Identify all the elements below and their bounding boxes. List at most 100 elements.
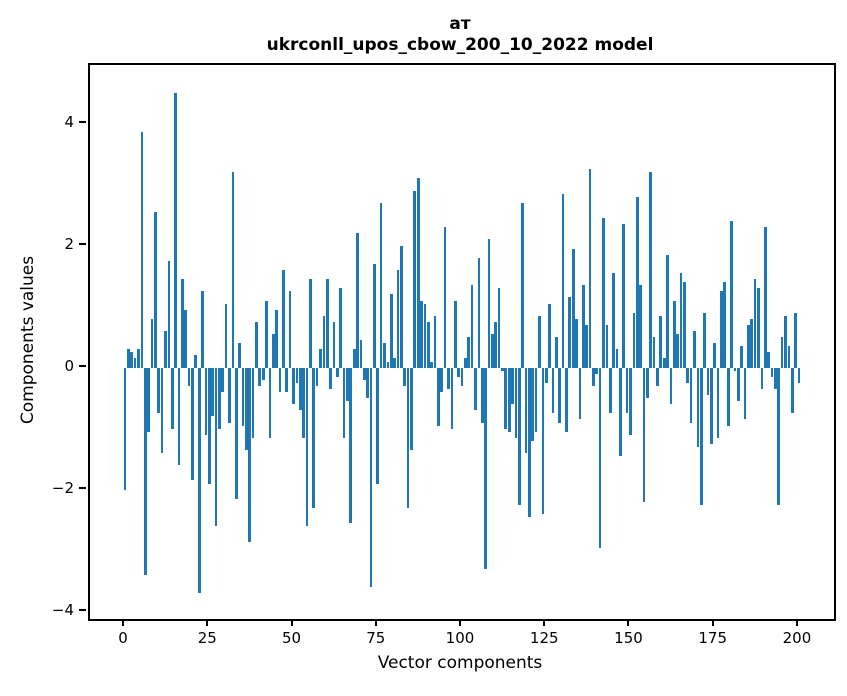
- bar-component-158: [656, 367, 659, 386]
- bar-component-10: [157, 367, 161, 414]
- y-tick-label--2: −2: [51, 478, 74, 497]
- bar-component-73: [369, 367, 373, 588]
- bar-component-170: [696, 367, 700, 447]
- bar-component-11: [160, 367, 164, 454]
- bar-component-109: [490, 334, 494, 368]
- bar-component-125: [544, 367, 548, 383]
- bar-component-148: [622, 224, 626, 368]
- bar-component-156: [649, 172, 653, 368]
- bar-component-56: [312, 367, 316, 508]
- y-tick-label-0: 0: [64, 356, 74, 375]
- bar-component-116: [514, 367, 518, 438]
- bar-component-68: [352, 349, 356, 368]
- chart-title: ат ukrconll_upos_cbow_200_10_2022 model: [88, 14, 832, 57]
- bar-component-183: [740, 346, 743, 368]
- bar-component-136: [581, 285, 585, 368]
- bar-component-187: [753, 279, 757, 368]
- bar-component-174: [710, 367, 713, 444]
- bar-component-38: [251, 367, 255, 438]
- bar-component-2: [130, 352, 134, 368]
- bar-component-95: [443, 227, 447, 368]
- bar-component-51: [295, 367, 299, 383]
- y-tick-label--4: −4: [51, 600, 74, 619]
- bar-component-146: [615, 349, 619, 368]
- bar-component-141: [598, 367, 602, 548]
- x-tick-label-200: 200: [782, 629, 812, 647]
- bar-component-46: [278, 367, 282, 393]
- bar-component-6: [143, 367, 147, 576]
- bar-component-105: [477, 257, 481, 368]
- bar-component-181: [733, 367, 737, 371]
- bar-component-83: [403, 367, 407, 386]
- bar-component-90: [426, 321, 430, 368]
- bar-component-150: [629, 367, 632, 435]
- bar-component-79: [389, 294, 393, 368]
- bar-component-35: [241, 367, 245, 426]
- bar-component-171: [699, 367, 703, 505]
- bar-component-32: [231, 172, 235, 368]
- bar-component-162: [669, 367, 673, 405]
- bar-component-140: [595, 367, 599, 374]
- bar-component-50: [292, 367, 295, 405]
- bar-component-166: [683, 282, 686, 368]
- bar-component-34: [238, 343, 241, 368]
- bar-component-0: [123, 367, 127, 490]
- bar-component-18: [184, 309, 188, 368]
- bar-component-31: [228, 367, 231, 423]
- bar-component-112: [501, 367, 504, 371]
- bar-component-185: [747, 324, 750, 368]
- bar-component-44: [271, 334, 275, 368]
- bar-component-62: [332, 321, 336, 368]
- bar-component-29: [221, 367, 225, 393]
- bar-component-78: [386, 361, 390, 368]
- bar-component-111: [497, 288, 501, 368]
- bar-component-172: [703, 312, 706, 368]
- bar-component-131: [565, 367, 568, 432]
- y-tick-label-4: 4: [64, 112, 74, 131]
- bar-component-20: [191, 367, 194, 481]
- bar-component-191: [767, 352, 770, 368]
- bar-component-24: [204, 367, 208, 435]
- bar-component-151: [632, 312, 636, 368]
- bar-component-164: [676, 334, 679, 368]
- y-tick-mark-0: [79, 364, 86, 367]
- bar-component-188: [757, 288, 760, 368]
- bar-component-135: [578, 367, 582, 420]
- bar-component-163: [672, 300, 676, 368]
- bar-component-99: [457, 367, 460, 377]
- x-tick-mark-200: [795, 619, 798, 626]
- bar-component-115: [511, 367, 514, 405]
- bar-component-92: [433, 315, 437, 368]
- bar-component-186: [750, 318, 754, 368]
- bar-component-103: [470, 285, 474, 368]
- bar-component-149: [625, 367, 629, 414]
- bar-component-47: [282, 270, 285, 368]
- bar-component-113: [504, 367, 508, 429]
- chart-title-line1: ат: [449, 14, 471, 34]
- x-tick-label-125: 125: [529, 629, 559, 647]
- x-tick-mark-25: [206, 619, 209, 626]
- bar-component-39: [255, 321, 258, 368]
- bar-component-144: [608, 367, 612, 414]
- bar-component-74: [373, 263, 376, 368]
- bar-component-54: [305, 367, 309, 527]
- bar-component-30: [224, 303, 228, 368]
- bar-component-152: [635, 196, 639, 368]
- bar-component-82: [400, 245, 403, 368]
- bar-component-197: [787, 346, 791, 368]
- bar-component-72: [366, 367, 369, 399]
- bar-component-165: [679, 273, 683, 368]
- bar-component-159: [659, 315, 663, 368]
- bar-component-145: [612, 273, 615, 368]
- bar-component-1: [127, 349, 130, 368]
- bar-component-168: [689, 367, 693, 423]
- bar-component-154: [642, 367, 646, 502]
- bar-component-120: [528, 367, 531, 518]
- bar-component-80: [393, 358, 396, 368]
- bar-component-52: [298, 367, 302, 411]
- y-tick-mark-4: [79, 120, 86, 123]
- bar-component-57: [315, 367, 319, 386]
- bar-component-16: [177, 367, 181, 466]
- bar-component-133: [571, 248, 575, 368]
